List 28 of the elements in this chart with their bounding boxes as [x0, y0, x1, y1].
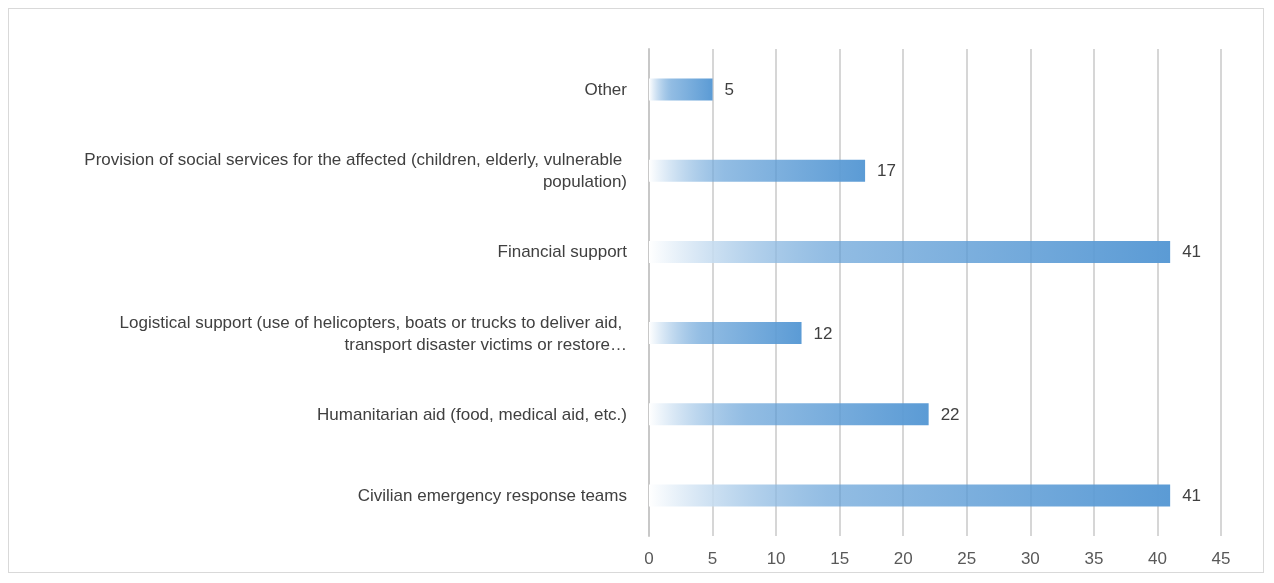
- y-tick-label: Provision of social services for the affected (children, elderly, vulnerable population): [84, 150, 627, 192]
- bar: [649, 78, 713, 101]
- bar: [649, 403, 929, 426]
- bar: [649, 240, 1171, 263]
- y-tick-label: Other: [584, 80, 628, 100]
- y-tick-label: Financial support: [497, 242, 628, 262]
- data-label: 41: [1182, 485, 1202, 505]
- x-tick-label: 25: [957, 549, 977, 568]
- x-tick-label: 45: [1211, 549, 1231, 568]
- x-tick-label: 0: [644, 549, 654, 568]
- data-label: 22: [940, 404, 960, 424]
- y-tick-label: Logistical support (use of helicopters, boats or trucks to deliver aid, transport disaster victims or restore…: [119, 312, 627, 354]
- x-tick-label: 5: [707, 549, 718, 568]
- x-tick-label: 15: [830, 549, 850, 568]
- x-tick-label: 20: [893, 549, 913, 568]
- data-label: 12: [813, 323, 833, 343]
- data-label: 5: [724, 80, 735, 100]
- data-label: 41: [1182, 242, 1202, 262]
- data-label: 17: [877, 161, 897, 181]
- bar: [649, 484, 1171, 507]
- x-tick-label: 30: [1020, 549, 1040, 568]
- bar: [649, 159, 866, 182]
- x-tick-label: 35: [1084, 549, 1104, 568]
- x-tick-label: 10: [766, 549, 786, 568]
- y-tick-label: Humanitarian aid (food, medical aid, etc.): [317, 404, 627, 424]
- bar: [649, 322, 802, 345]
- x-tick-label: 40: [1147, 549, 1167, 568]
- y-tick-label: Civilian emergency response teams: [357, 485, 627, 505]
